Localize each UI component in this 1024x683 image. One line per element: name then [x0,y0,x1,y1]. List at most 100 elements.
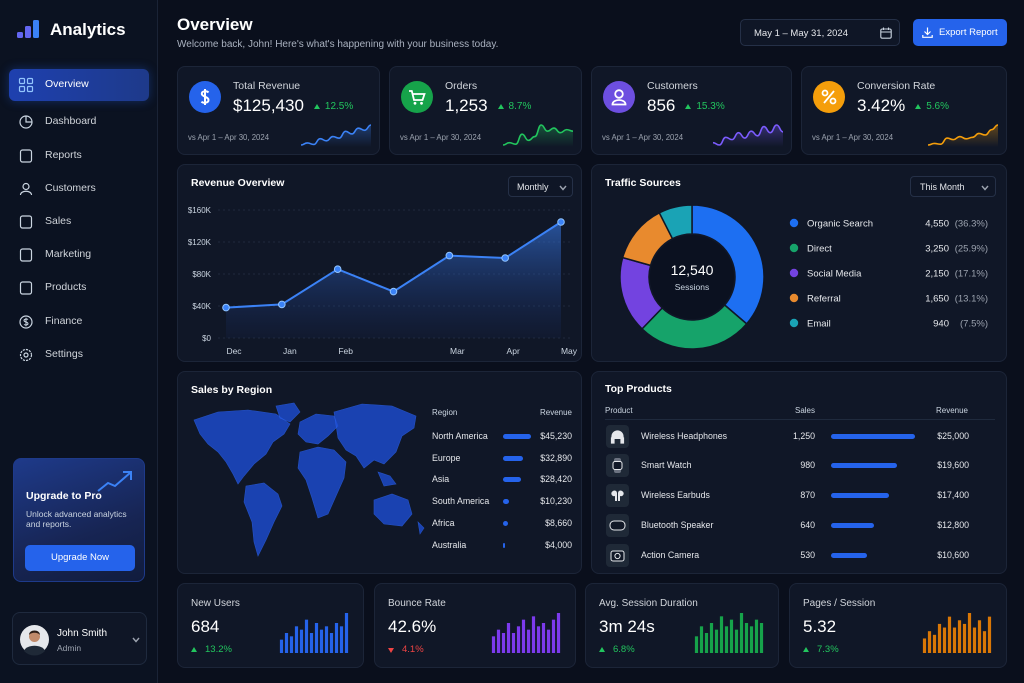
upgrade-button[interactable]: Upgrade Now [25,545,135,571]
kpi-value-row: 1,253 8.7% [445,96,531,116]
nav-item[interactable]: Settings [9,339,149,371]
nav-item[interactable]: Dashboard [9,106,149,138]
sales-bar [831,552,867,558]
kpi-value-row: 3.42% 5.6% [857,96,949,116]
product-revenue: $12,800 [937,519,969,530]
nav-item[interactable]: Finance [9,306,149,338]
stat-card: Avg. Session Duration 3m 24s 6.8% [585,583,779,668]
data-point [389,287,398,296]
nav-item[interactable]: Overview [9,69,149,101]
legend-value: 1,650 [925,293,949,304]
data-point [333,265,342,273]
promo-graphic [97,471,132,492]
icon-part [922,27,933,38]
stat-bar [749,626,754,653]
stat-bar [516,626,521,653]
product-name: Bluetooth Speaker [641,519,714,530]
stat-bar [501,633,506,653]
stat-bar [937,623,942,653]
data-point [501,254,509,262]
region-name: North America [432,431,488,442]
stat-bar [496,629,501,653]
nav-item[interactable]: Customers [9,173,149,205]
continent [193,409,291,485]
nav-label: Reports [45,149,82,162]
continent [243,482,283,557]
data-point [222,303,230,312]
product-revenue: $19,600 [937,460,969,471]
export-label: Export Report [939,26,998,38]
kpi-change: 12.5% [313,100,354,112]
stat-bar [556,613,561,653]
region-bar [503,499,510,505]
revenue-area [226,222,561,338]
stat-bar [694,636,699,653]
kpi-label: Customers [647,80,698,93]
icon-glyph [823,90,835,104]
card-title: Revenue Overview [191,177,285,190]
icon-glyph [821,89,829,97]
nav-item[interactable]: Reports [9,140,149,172]
card-title: Sales by Region [191,384,273,397]
nav-icon [19,248,33,262]
donut-segment [658,204,693,240]
period-dropdown[interactable]: Monthly [508,176,573,197]
product-revenue: $17,400 [937,490,969,501]
trend-arrow [388,648,394,653]
stat-bar [289,636,294,653]
nav-item[interactable]: Sales [9,206,149,238]
user-card[interactable]: John Smith Admin [12,612,147,665]
kpi-change-value: 15.3% [696,100,725,112]
legend-share: (13.1%) [955,293,988,304]
sparkline-line [502,124,574,146]
icon-part [23,317,29,327]
kpi-label: Total Revenue [233,80,301,93]
stat-bar [987,616,992,653]
icon-glyph [612,461,623,471]
period-label: This Month [920,181,965,192]
stat-bars [491,613,561,653]
continent [297,446,347,519]
product-icon [612,458,623,474]
stat-bar [339,626,344,653]
stat-bar [344,613,349,653]
date-picker[interactable]: May 1 – May 31, 2024 [740,19,900,46]
stat-bar [309,633,314,653]
period-dropdown[interactable]: This Month [910,176,996,197]
kpi-change-value: 5.6% [926,100,949,112]
nav-item[interactable]: Marketing [9,239,149,271]
stat-bar [719,616,724,653]
trend-arrow [803,647,809,652]
region-bar [503,520,509,526]
page-subtitle: Welcome back, John! Here's what's happen… [177,38,499,50]
column-header: Product [605,406,633,416]
trend-arrow [497,103,504,109]
icon-part [881,27,891,33]
icon-glyph [611,99,627,106]
stat-bar [521,619,526,653]
stat-bar [299,629,304,653]
product-icon [609,520,626,531]
x-tick-label: May [561,346,578,356]
donut-segment [691,204,765,325]
stat-bar [704,633,709,653]
kpi-change-value: 12.5% [324,100,354,112]
nav-item[interactable]: Products [9,272,149,304]
stat-bar [329,633,334,653]
kpi-change: 15.3% [685,100,725,112]
legend-share: (7.5%) [960,318,988,329]
stat-bar [334,623,339,653]
world-map [193,402,425,557]
continent [333,403,417,469]
sparkline-line [927,124,999,146]
brand-name: Analytics [50,20,126,40]
export-button[interactable]: Export Report [913,19,1007,46]
icon-part [18,85,26,93]
kpi-change: 8.7% [497,101,531,112]
y-tick-label: $0 [202,334,211,343]
kpi-value-row: 856 15.3% [647,96,725,116]
stat-bar [314,623,319,653]
user-role: Admin [57,642,82,653]
trend-arrow [599,647,605,652]
stat-bar [927,631,932,653]
